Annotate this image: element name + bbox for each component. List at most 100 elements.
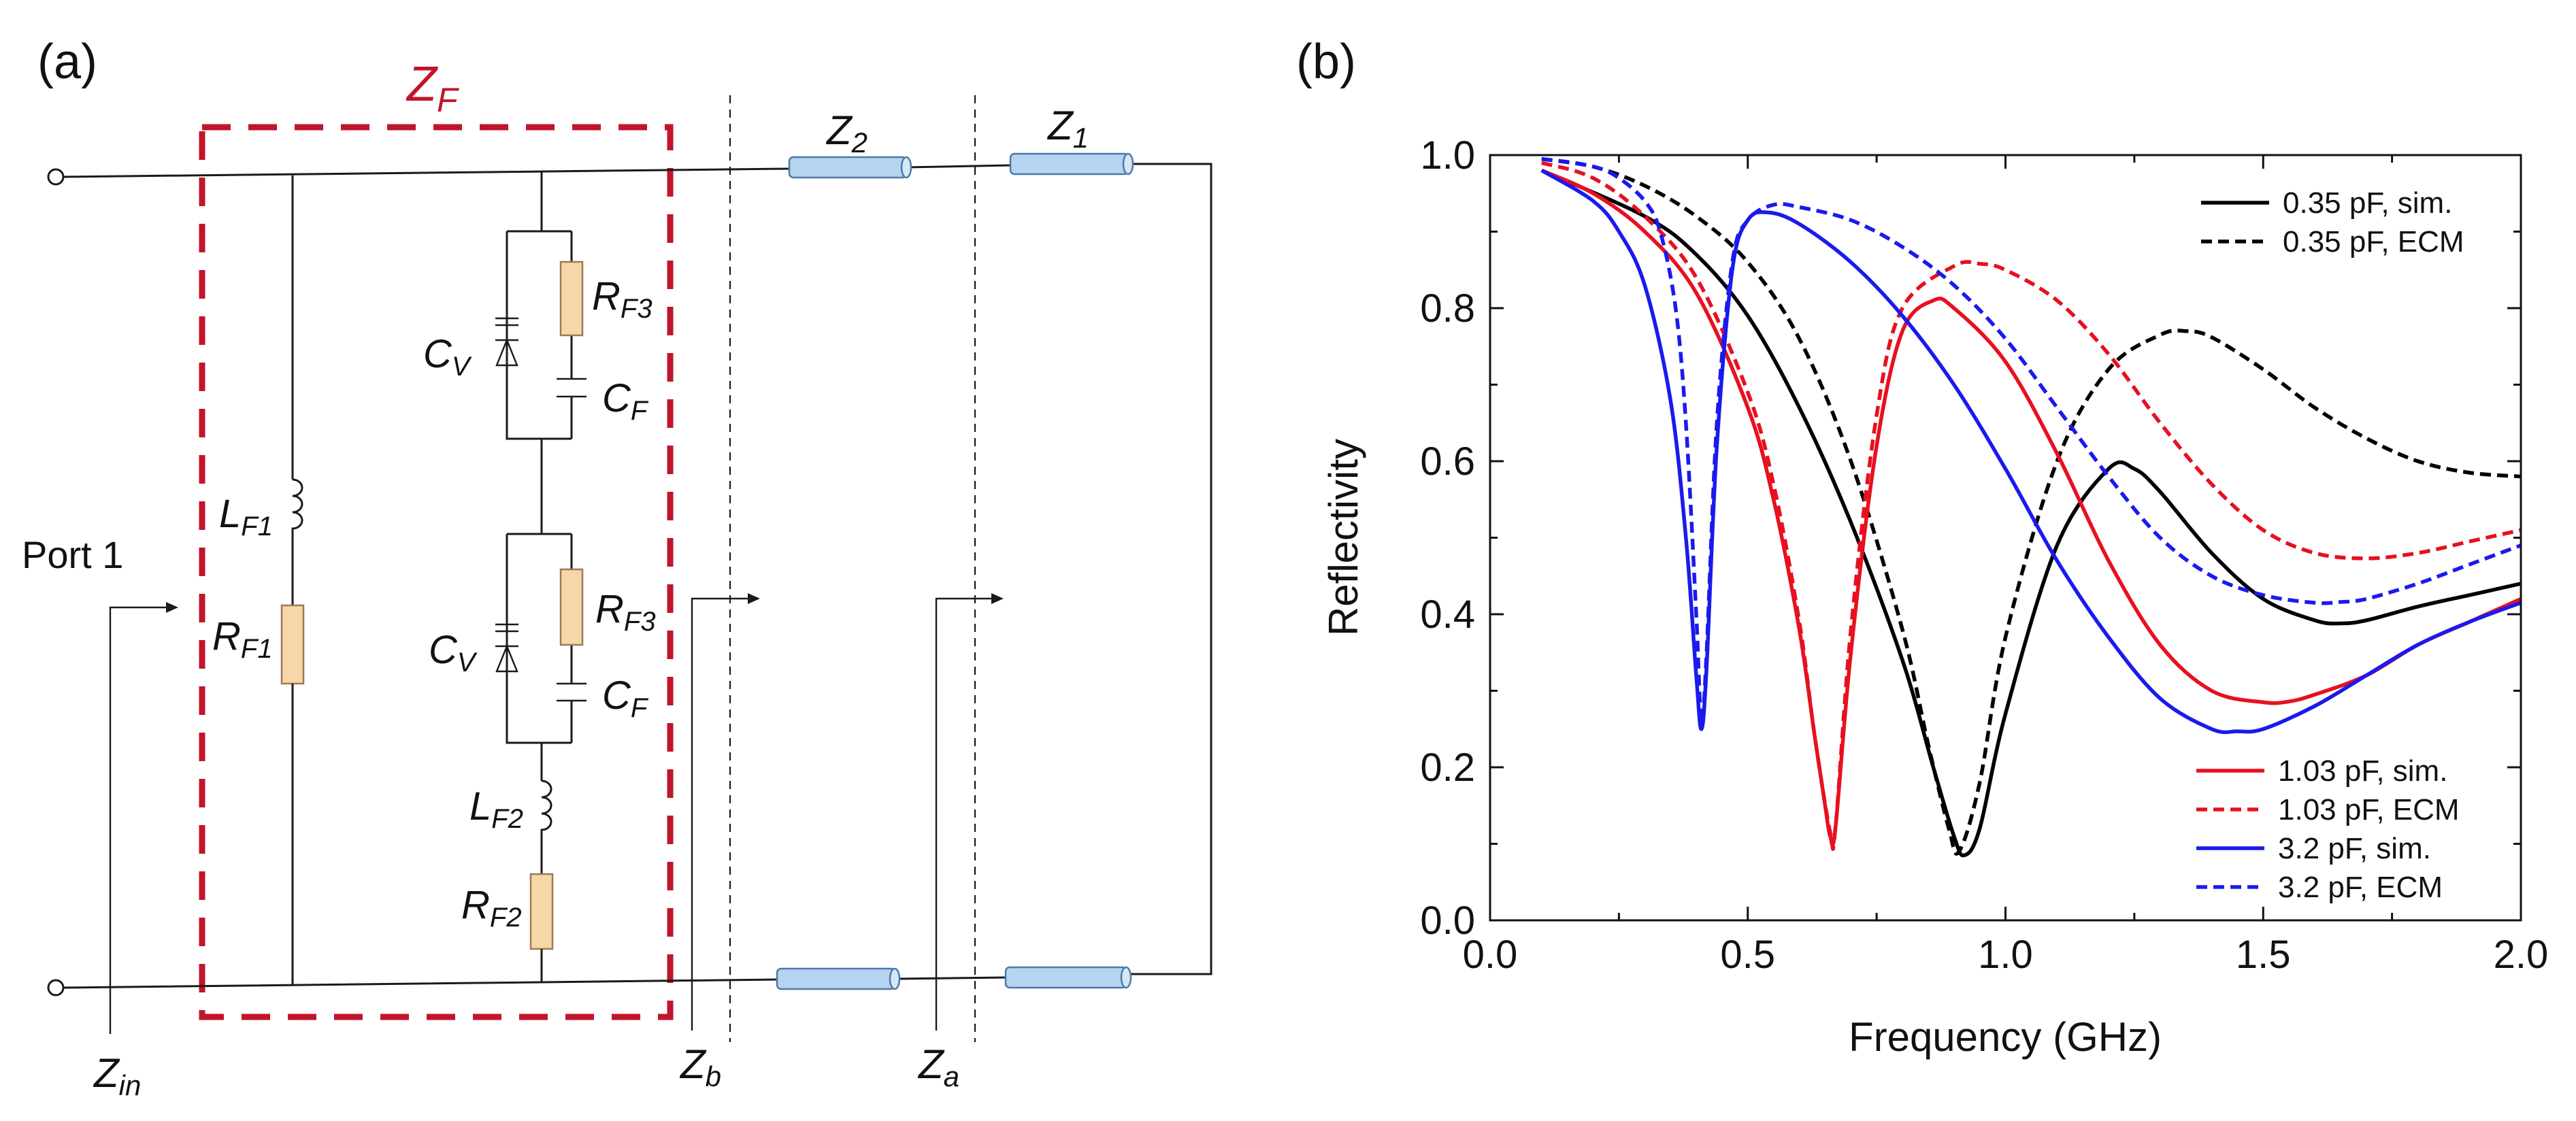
zin-sub: in <box>119 1069 142 1101</box>
x-tick-label: 1.0 <box>1978 933 2033 977</box>
rf3-bottom-sub: F3 <box>624 607 656 637</box>
z2-sub: 2 <box>851 127 868 158</box>
cv-bottom-sub: V <box>457 648 478 677</box>
legend-label: 0.35 pF, sim. <box>2283 186 2452 220</box>
lf2-sub: F2 <box>491 804 523 834</box>
zf-sub: F <box>437 81 459 119</box>
z1-main: Z <box>1046 103 1074 148</box>
cf-top-sub: F <box>631 396 649 426</box>
x-tick-label: 1.5 <box>2236 933 2291 977</box>
cf-bottom-label: CF <box>602 673 649 723</box>
legend-label: 1.03 pF, ECM <box>2278 793 2460 826</box>
lf1-sub: F1 <box>241 512 273 541</box>
circuit-panel: (a) ZF Z2 Z1 <box>22 35 1212 1101</box>
legend-label: 1.03 pF, sim. <box>2278 754 2447 788</box>
za-arrow <box>935 593 1004 1031</box>
panel-b-label: (b) <box>1296 35 1356 89</box>
rf2-sub: F2 <box>490 903 522 933</box>
branch-lf1-rf1 <box>280 175 305 985</box>
rf1-main: R <box>212 614 241 658</box>
port-terminal-top <box>47 168 65 186</box>
varactor-cv-top <box>495 231 518 439</box>
z2-label: Z2 <box>825 107 868 158</box>
zb-label: Zb <box>679 1041 721 1092</box>
z2-main: Z <box>825 107 853 153</box>
x-axis-title: Frequency (GHz) <box>1849 1014 2162 1060</box>
zin-main: Z <box>93 1050 120 1096</box>
cv-top-label: CV <box>423 332 472 382</box>
cf-bottom-main: C <box>602 673 631 718</box>
y-tick-label: 1.0 <box>1420 133 1475 178</box>
port-label: Port 1 <box>22 533 123 576</box>
legend-label: 0.35 pF, ECM <box>2283 225 2464 258</box>
rf2-main: R <box>461 883 490 927</box>
y-tick-label: 0.6 <box>1420 439 1475 484</box>
zb-main: Z <box>679 1041 707 1087</box>
tline-bottom-left <box>776 967 901 990</box>
zf-label: ZF <box>406 57 459 119</box>
lf2-label: LF2 <box>469 784 523 834</box>
cf-bottom-sub: F <box>631 693 649 723</box>
rf3-bottom-label: RF3 <box>595 587 656 637</box>
rf3-top-label: RF3 <box>592 274 653 324</box>
legend-label: 3.2 pF, sim. <box>2278 832 2431 865</box>
chart-tick-labels: 0.0 0.5 1.0 1.5 2.0 0.0 0.2 0.4 0.6 0.8 1.0 <box>1420 133 2548 977</box>
y-tick-label: 0.0 <box>1420 899 1475 943</box>
varactor-cv-bottom <box>495 534 518 743</box>
series-line-0 <box>1540 168 2522 858</box>
series-line-5 <box>1541 156 2522 724</box>
inductor-lf1 <box>291 478 303 605</box>
x-tick-label: 0.5 <box>1720 933 1775 977</box>
rf2-label: RF2 <box>461 883 522 933</box>
lf1-label: LF1 <box>219 492 273 541</box>
rf3-bottom-main: R <box>595 587 624 631</box>
series-line-1 <box>1541 156 2522 856</box>
x-tick-label: 2.0 <box>2494 933 2549 977</box>
cf-top-main: C <box>602 376 631 420</box>
capacitor-cf-bottom <box>557 682 587 702</box>
legend-bottom: 1.03 pF, sim. 1.03 pF, ECM 3.2 pF, sim. 3.2… <box>2196 754 2460 904</box>
legend-label: 3.2 pF, ECM <box>2278 871 2443 904</box>
zin-label: Zin <box>93 1050 141 1101</box>
rf3-top-sub: F3 <box>621 294 653 324</box>
series-line-3 <box>1541 161 2522 851</box>
za-sub: a <box>944 1060 959 1092</box>
port-terminal-bottom <box>47 979 65 997</box>
branch-varactor <box>495 171 587 982</box>
resistor-rf3-top <box>559 261 584 337</box>
cv-bottom-label: CV <box>429 628 478 677</box>
resistor-rf3-bottom <box>559 568 584 646</box>
cv-top-main: C <box>423 332 452 376</box>
y-tick-label: 0.2 <box>1420 746 1475 790</box>
series-line-4 <box>1540 169 2522 735</box>
resistor-rf1 <box>280 604 305 685</box>
zf-main: Z <box>406 57 438 112</box>
chart-panel: (b) 0.0 0.5 1.0 1.5 2.0 0.0 0.2 0.4 0.6 0.8 1.0 Fr… <box>1296 35 2548 1060</box>
lf1-main: L <box>219 492 241 536</box>
lf2-main: L <box>469 784 491 829</box>
y-axis-title: Reflectivity <box>1321 439 1366 636</box>
rf1-sub: F1 <box>241 634 273 664</box>
tline-z2 <box>788 156 912 179</box>
x-tick-label: 0.0 <box>1463 933 1518 977</box>
tline-z1 <box>1009 152 1134 175</box>
panel-a-label: (a) <box>37 35 97 89</box>
zb-sub: b <box>706 1060 721 1092</box>
cv-top-sub: V <box>452 352 472 382</box>
zb-arrow <box>691 593 760 1031</box>
capacitor-cf-top <box>557 378 587 398</box>
z1-label: Z1 <box>1046 103 1089 154</box>
tline-bottom-right <box>1004 966 1132 989</box>
y-tick-label: 0.4 <box>1420 592 1475 637</box>
legend-top: 0.35 pF, sim. 0.35 pF, ECM <box>2201 186 2464 258</box>
bottom-rail <box>63 976 1006 989</box>
zf-box <box>199 124 674 1020</box>
za-label: Za <box>917 1041 959 1092</box>
inductor-lf2 <box>540 780 552 874</box>
za-main: Z <box>917 1041 945 1087</box>
resistor-rf2 <box>529 873 554 950</box>
z1-sub: 1 <box>1073 122 1089 154</box>
chart-ticks <box>1489 154 2522 922</box>
cf-top-label: CF <box>602 376 649 426</box>
